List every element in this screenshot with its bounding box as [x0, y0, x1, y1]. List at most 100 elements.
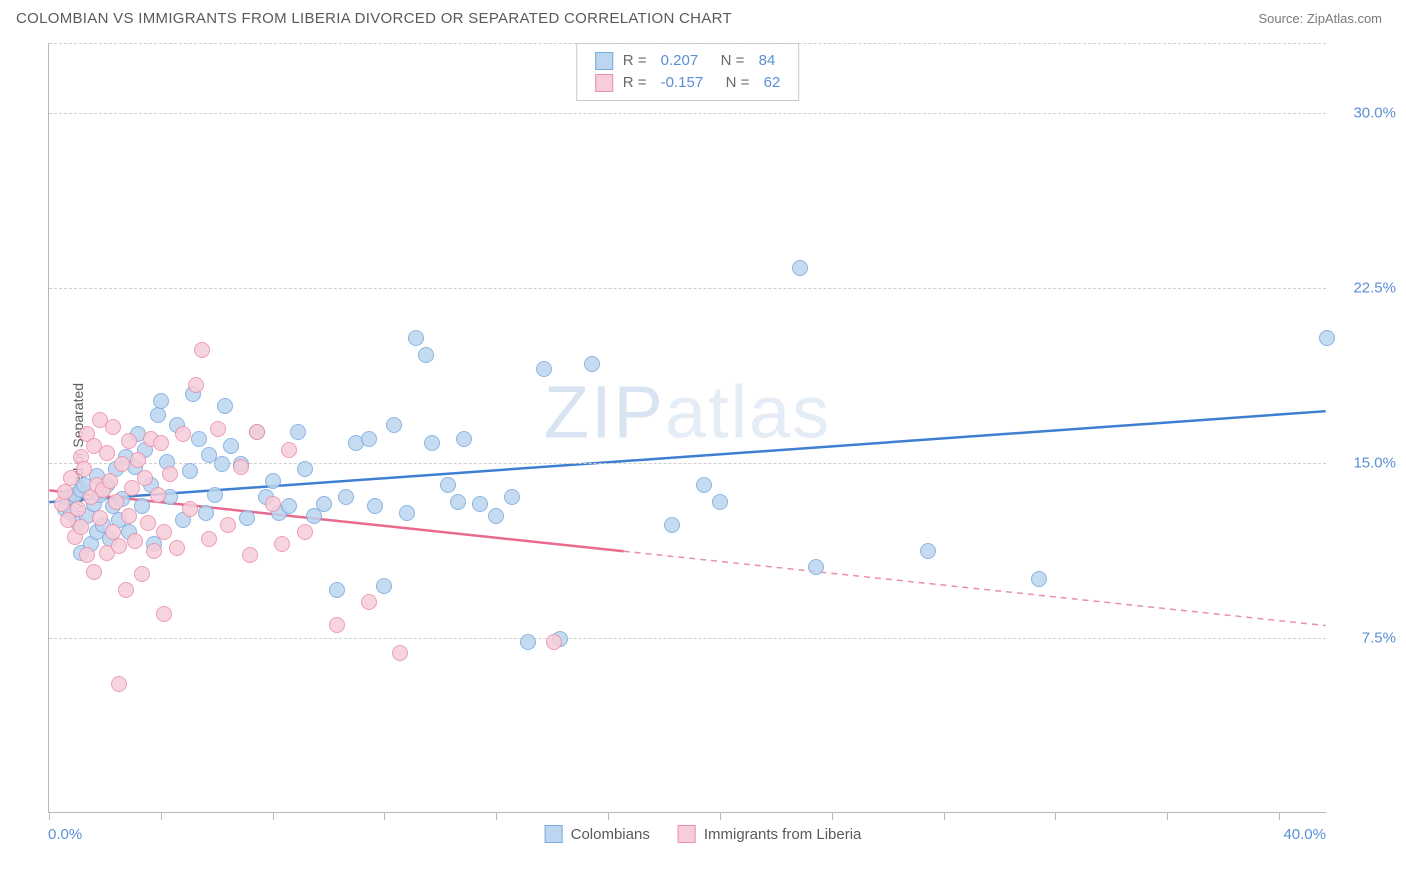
- r-label: R =: [623, 72, 651, 94]
- x-axis-min-label: 0.0%: [48, 826, 82, 843]
- legend-item: Immigrants from Liberia: [678, 825, 862, 843]
- data-point: [114, 456, 130, 472]
- watermark: ZIPatlas: [544, 370, 831, 455]
- data-point: [182, 501, 198, 517]
- chart-container: Divorced or Separated ZIPatlas R = 0.207…: [0, 33, 1406, 873]
- data-point: [156, 524, 172, 540]
- data-point: [108, 494, 124, 510]
- data-point: [329, 582, 345, 598]
- data-point: [290, 424, 306, 440]
- data-point: [456, 431, 472, 447]
- data-point: [1319, 330, 1335, 346]
- x-tick: [1279, 812, 1280, 820]
- data-point: [329, 617, 345, 633]
- data-point: [92, 510, 108, 526]
- correlation-row: R = -0.157 N = 62: [595, 72, 781, 94]
- data-point: [201, 531, 217, 547]
- data-point: [808, 559, 824, 575]
- data-point: [584, 356, 600, 372]
- data-point: [102, 473, 118, 489]
- data-point: [220, 517, 236, 533]
- data-point: [274, 536, 290, 552]
- data-point: [76, 461, 92, 477]
- data-point: [99, 445, 115, 461]
- data-point: [137, 470, 153, 486]
- data-point: [127, 533, 143, 549]
- n-value: 84: [759, 50, 776, 72]
- x-tick: [49, 812, 50, 820]
- data-point: [111, 538, 127, 554]
- data-point: [233, 459, 249, 475]
- data-point: [392, 645, 408, 661]
- x-tick: [832, 812, 833, 820]
- data-point: [182, 463, 198, 479]
- r-label: R =: [623, 50, 651, 72]
- y-tick-label: 30.0%: [1353, 105, 1396, 122]
- data-point: [399, 505, 415, 521]
- r-value: 0.207: [661, 50, 699, 72]
- legend-item: Colombians: [545, 825, 650, 843]
- data-point: [207, 487, 223, 503]
- data-point: [175, 426, 191, 442]
- data-point: [536, 361, 552, 377]
- data-point: [210, 421, 226, 437]
- data-point: [169, 540, 185, 556]
- data-point: [712, 494, 728, 510]
- data-point: [86, 564, 102, 580]
- data-point: [265, 473, 281, 489]
- legend-swatch: [678, 825, 696, 843]
- data-point: [297, 461, 313, 477]
- legend-label: Colombians: [571, 826, 650, 843]
- data-point: [1031, 571, 1047, 587]
- x-tick: [273, 812, 274, 820]
- data-point: [111, 676, 127, 692]
- data-point: [386, 417, 402, 433]
- x-tick: [161, 812, 162, 820]
- data-point: [198, 505, 214, 521]
- data-point: [162, 466, 178, 482]
- data-point: [188, 377, 204, 393]
- data-point: [424, 435, 440, 451]
- gridline: [49, 288, 1326, 289]
- data-point: [191, 431, 207, 447]
- x-tick: [720, 812, 721, 820]
- data-point: [105, 419, 121, 435]
- data-point: [153, 393, 169, 409]
- data-point: [696, 477, 712, 493]
- data-point: [265, 496, 281, 512]
- data-point: [546, 634, 562, 650]
- data-point: [249, 424, 265, 440]
- legend-swatch: [545, 825, 563, 843]
- x-tick: [944, 812, 945, 820]
- data-point: [223, 438, 239, 454]
- data-point: [146, 543, 162, 559]
- n-label: N =: [713, 72, 753, 94]
- data-point: [150, 407, 166, 423]
- data-point: [214, 456, 230, 472]
- data-point: [297, 524, 313, 540]
- correlation-legend: R = 0.207 N = 84R = -0.157 N = 62: [576, 43, 800, 101]
- x-axis-max-label: 40.0%: [1283, 826, 1326, 843]
- data-point: [376, 578, 392, 594]
- y-tick-label: 22.5%: [1353, 280, 1396, 297]
- data-point: [150, 487, 166, 503]
- data-point: [217, 398, 233, 414]
- data-point: [73, 519, 89, 535]
- correlation-row: R = 0.207 N = 84: [595, 50, 781, 72]
- data-point: [440, 477, 456, 493]
- n-label: N =: [708, 50, 748, 72]
- gridline: [49, 638, 1326, 639]
- data-point: [281, 498, 297, 514]
- data-point: [118, 582, 134, 598]
- data-point: [121, 508, 137, 524]
- series-legend: Colombians Immigrants from Liberia: [545, 825, 862, 843]
- source-label: Source: ZipAtlas.com: [1258, 11, 1382, 26]
- data-point: [70, 501, 86, 517]
- data-point: [134, 566, 150, 582]
- data-point: [520, 634, 536, 650]
- data-point: [140, 515, 156, 531]
- x-tick: [1055, 812, 1056, 820]
- data-point: [792, 260, 808, 276]
- data-point: [361, 594, 377, 610]
- data-point: [472, 496, 488, 512]
